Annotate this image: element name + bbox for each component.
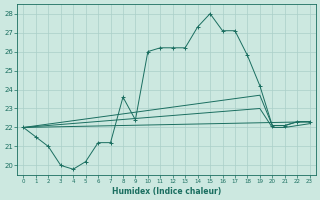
X-axis label: Humidex (Indice chaleur): Humidex (Indice chaleur) (112, 187, 221, 196)
